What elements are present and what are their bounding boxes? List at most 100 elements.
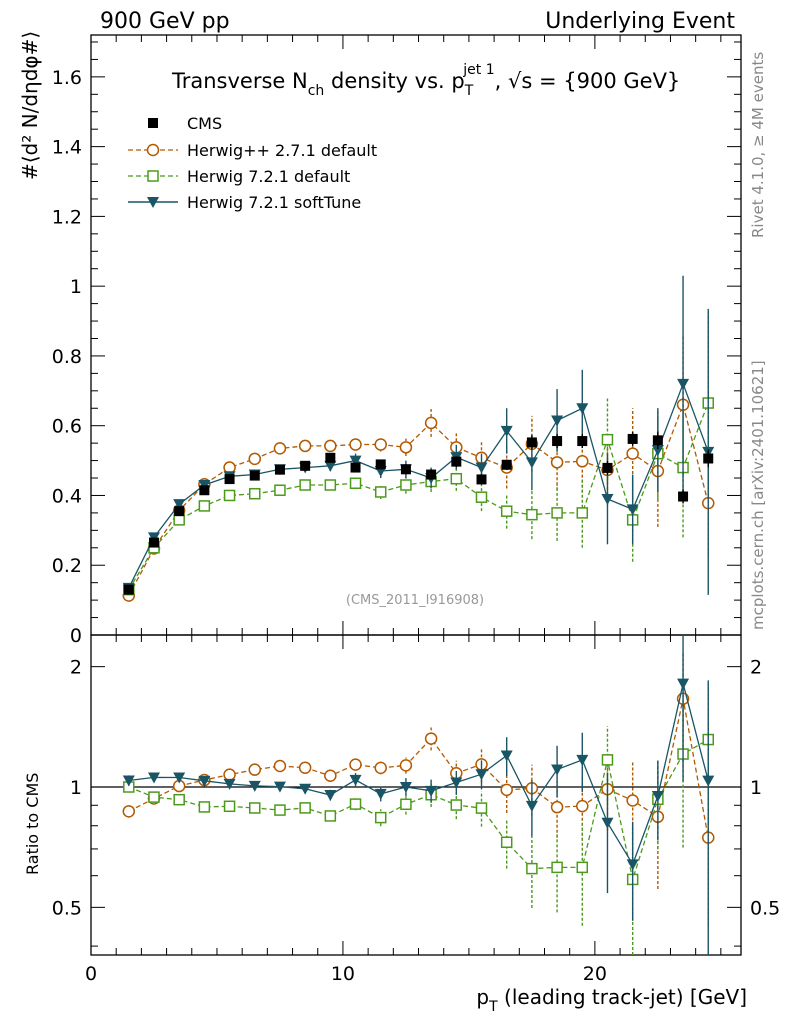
legend: CMS Herwig++ 2.7.1 default Herwig 7.2.1 … bbox=[128, 114, 377, 212]
ratio-tick-label-right: 2 bbox=[750, 657, 762, 679]
data-point bbox=[349, 477, 362, 490]
ratio-point bbox=[450, 799, 463, 811]
ratio-point bbox=[223, 778, 236, 790]
data-point bbox=[174, 506, 185, 517]
legend-marker-herwig7-softtune bbox=[147, 197, 159, 208]
ratio-series-herwig-7-2-1-default bbox=[123, 682, 714, 955]
data-point bbox=[173, 514, 185, 526]
ratio-point bbox=[399, 759, 413, 772]
data-point bbox=[400, 464, 411, 475]
legend-label-herwigpp: Herwig++ 2.7.1 default bbox=[187, 141, 377, 160]
ratio-point bbox=[526, 862, 538, 875]
ratio-point bbox=[551, 861, 563, 874]
ratio-panel-frame bbox=[90, 634, 742, 956]
ratio-tick-label-left: 0.5 bbox=[52, 897, 82, 919]
data-point bbox=[248, 452, 262, 466]
ratio-point bbox=[576, 754, 589, 766]
ratio-point bbox=[550, 800, 564, 814]
data-point bbox=[500, 425, 513, 437]
data-point bbox=[525, 457, 538, 469]
header-right: Underlying Event bbox=[545, 9, 735, 34]
series-herwig-2-7-1-default bbox=[122, 335, 715, 602]
data-point bbox=[298, 439, 312, 453]
ratio-point bbox=[248, 780, 261, 792]
reference-label: (CMS_2011_I916908) bbox=[346, 593, 484, 608]
data-point bbox=[476, 474, 487, 485]
ratio-point bbox=[122, 805, 136, 818]
ratio-point bbox=[198, 801, 211, 813]
legend-marker-herwigpp bbox=[146, 143, 160, 157]
ratio-point bbox=[500, 750, 513, 762]
data-point bbox=[325, 452, 336, 463]
data-point bbox=[224, 474, 235, 485]
ratio-point bbox=[475, 769, 488, 781]
data-point bbox=[324, 439, 337, 453]
y-axis-label: #⟨d² N/dηdφ#⟩ bbox=[18, 31, 42, 180]
data-point bbox=[576, 455, 589, 468]
ratio-series-line bbox=[128, 683, 709, 866]
legend-label-herwig7-softtune: Herwig 7.2.1 softTune bbox=[187, 193, 361, 212]
y-tick-label: 1.2 bbox=[52, 206, 82, 228]
data-point bbox=[626, 447, 639, 460]
ratio-point bbox=[576, 799, 589, 813]
ratio-tick-label-right: 1 bbox=[750, 777, 762, 799]
ratio-point bbox=[349, 758, 362, 771]
data-point bbox=[703, 453, 714, 464]
y-tick-label: 0.8 bbox=[52, 346, 82, 368]
ratio-series-herwig-7-2-1-softtune bbox=[122, 635, 715, 955]
data-point bbox=[451, 456, 462, 467]
rivet-version-label: Rivet 4.1.0, ≥ 4M events bbox=[749, 52, 767, 238]
ratio-point bbox=[324, 769, 337, 783]
ratio-point bbox=[122, 775, 135, 787]
ratio-point bbox=[349, 774, 362, 786]
ratio-point bbox=[551, 764, 564, 776]
ratio-point bbox=[324, 810, 337, 822]
data-point bbox=[626, 504, 639, 516]
ratio-point bbox=[248, 763, 262, 776]
data-point bbox=[576, 403, 589, 415]
ratio-tick-label-right: 0.5 bbox=[750, 897, 780, 919]
legend-entry-herwigpp: Herwig++ 2.7.1 default bbox=[128, 141, 377, 160]
x-axis-label: pT (leading track-jet) [GeV] bbox=[476, 985, 747, 1015]
data-point bbox=[123, 584, 134, 595]
data-point bbox=[198, 500, 211, 512]
series-cms bbox=[123, 431, 714, 595]
data-point bbox=[273, 442, 287, 455]
data-point bbox=[627, 433, 638, 444]
data-point bbox=[678, 491, 689, 502]
data-point bbox=[324, 479, 337, 491]
y-tick-label: 0 bbox=[70, 625, 82, 647]
y-tick-label: 0.6 bbox=[52, 416, 82, 438]
series-line bbox=[128, 402, 709, 596]
ratio-y-axis-label: Ratio to CMS bbox=[23, 773, 42, 875]
data-point bbox=[500, 505, 513, 517]
legend-entry-cms: CMS bbox=[148, 114, 222, 133]
data-point bbox=[349, 438, 362, 451]
ratio-point bbox=[399, 782, 412, 794]
ratio-point bbox=[425, 785, 438, 797]
legend-marker-cms bbox=[148, 118, 158, 128]
axis-ticks: 0 10 20 0 0.2 0.4 0.6 0.8 1 1.2 1.4 1.6 0.5 0.5 1 1 2 2 bbox=[52, 35, 780, 985]
ratio-point bbox=[651, 790, 664, 802]
data-point bbox=[601, 433, 614, 446]
data-point bbox=[350, 462, 361, 473]
series-herwig-7-2-1-default bbox=[123, 312, 714, 596]
ratio-point bbox=[148, 791, 160, 803]
data-point bbox=[501, 459, 512, 470]
legend-label-herwig7-default: Herwig 7.2.1 default bbox=[187, 167, 350, 186]
ratio-point bbox=[450, 777, 463, 789]
ratio-point bbox=[173, 793, 185, 806]
data-point bbox=[426, 469, 437, 480]
data-point bbox=[223, 489, 236, 502]
ratio-point bbox=[147, 772, 160, 784]
ratio-point bbox=[198, 775, 211, 787]
ratio-tick-label-left: 1 bbox=[70, 777, 82, 799]
x-tick-label: 10 bbox=[331, 963, 355, 985]
data-point bbox=[274, 464, 285, 475]
data-point bbox=[552, 436, 563, 447]
x-tick-label: 0 bbox=[85, 963, 97, 985]
data-point bbox=[324, 460, 337, 472]
ratio-point bbox=[500, 783, 513, 797]
y-tick-label: 0.2 bbox=[52, 555, 82, 577]
ratio-point bbox=[424, 732, 438, 745]
